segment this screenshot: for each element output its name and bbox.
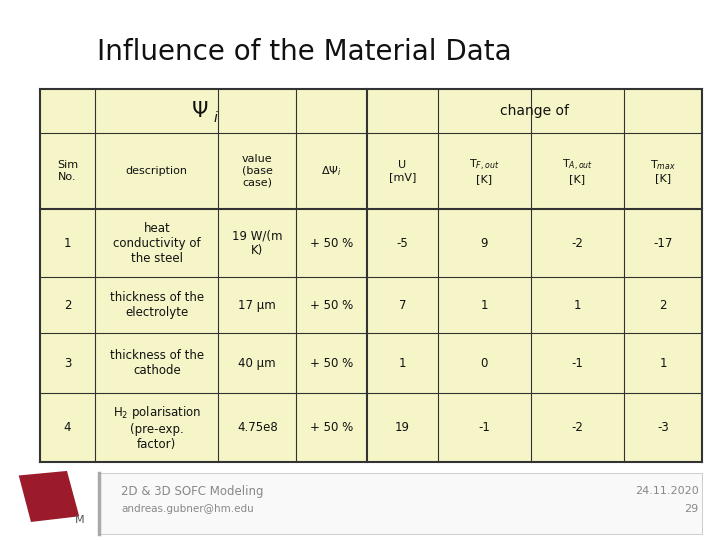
Text: andreas.gubner@hm.edu: andreas.gubner@hm.edu <box>121 504 253 515</box>
Text: 1: 1 <box>660 357 667 370</box>
Text: M: M <box>74 515 84 525</box>
Text: description: description <box>126 166 188 176</box>
Text: 19 W/(m
K): 19 W/(m K) <box>232 230 282 258</box>
Text: 17 μm: 17 μm <box>238 299 276 312</box>
Text: 40 μm: 40 μm <box>238 357 276 370</box>
Text: 29: 29 <box>684 504 698 515</box>
Text: -3: -3 <box>657 421 669 434</box>
Text: 1: 1 <box>399 357 406 370</box>
Text: 3: 3 <box>64 357 71 370</box>
Text: 7: 7 <box>399 299 406 312</box>
Text: $i$: $i$ <box>213 110 219 125</box>
Text: change of: change of <box>500 104 569 118</box>
Text: + 50 %: + 50 % <box>310 299 354 312</box>
Text: 0: 0 <box>481 357 488 370</box>
Text: T$_{A,out}$
[K]: T$_{A,out}$ [K] <box>562 158 593 184</box>
Text: + 50 %: + 50 % <box>310 357 354 370</box>
Text: -1: -1 <box>478 421 490 434</box>
Text: $\Psi$: $\Psi$ <box>191 101 208 121</box>
Text: 1: 1 <box>574 299 581 312</box>
Text: H$_2$ polarisation
(pre-exp.
factor): H$_2$ polarisation (pre-exp. factor) <box>112 404 201 451</box>
Text: 24.11.2020: 24.11.2020 <box>634 486 698 496</box>
Text: Influence of the Material Data: Influence of the Material Data <box>97 38 512 66</box>
Text: 9: 9 <box>480 237 488 250</box>
Text: heat
conductivity of
the steel: heat conductivity of the steel <box>113 222 201 265</box>
Text: + 50 %: + 50 % <box>310 421 354 434</box>
Text: Sim
No.: Sim No. <box>57 160 78 181</box>
Text: 19: 19 <box>395 421 410 434</box>
Text: 1: 1 <box>64 237 71 250</box>
Text: value
(base
case): value (base case) <box>242 154 273 187</box>
Text: 4.75e8: 4.75e8 <box>237 421 278 434</box>
Text: $\Delta\Psi_i$: $\Delta\Psi_i$ <box>321 164 342 178</box>
Text: 2: 2 <box>660 299 667 312</box>
Text: 4: 4 <box>64 421 71 434</box>
Polygon shape <box>19 471 79 522</box>
Text: 2: 2 <box>64 299 71 312</box>
Text: T$_{F,out}$
[K]: T$_{F,out}$ [K] <box>469 158 500 184</box>
Text: T$_{max}$
[K]: T$_{max}$ [K] <box>650 158 676 184</box>
Text: 1: 1 <box>480 299 488 312</box>
Text: thickness of the
electrolyte: thickness of the electrolyte <box>109 292 204 320</box>
Text: -2: -2 <box>572 237 583 250</box>
Text: -17: -17 <box>653 237 672 250</box>
Text: -1: -1 <box>572 357 583 370</box>
Text: 2D & 3D SOFC Modeling: 2D & 3D SOFC Modeling <box>121 484 264 498</box>
Text: thickness of the
cathode: thickness of the cathode <box>109 349 204 377</box>
Text: + 50 %: + 50 % <box>310 237 354 250</box>
Text: -2: -2 <box>572 421 583 434</box>
Text: -5: -5 <box>397 237 408 250</box>
Text: U
[mV]: U [mV] <box>389 160 416 181</box>
